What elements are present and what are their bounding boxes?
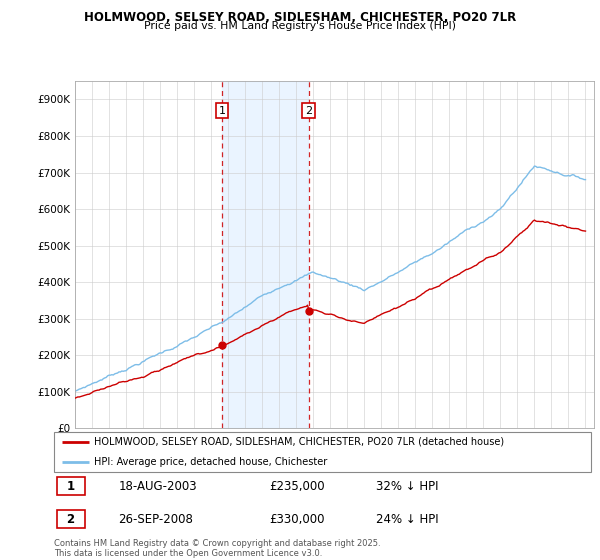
Text: 26-SEP-2008: 26-SEP-2008 [118, 512, 193, 525]
Text: 1: 1 [67, 479, 75, 493]
FancyBboxPatch shape [56, 510, 85, 528]
FancyBboxPatch shape [56, 477, 85, 495]
Text: HOLMWOOD, SELSEY ROAD, SIDLESHAM, CHICHESTER, PO20 7LR: HOLMWOOD, SELSEY ROAD, SIDLESHAM, CHICHE… [84, 11, 516, 24]
Text: 1: 1 [218, 106, 226, 116]
Text: 2: 2 [67, 512, 75, 525]
Text: £330,000: £330,000 [269, 512, 325, 525]
Text: Contains HM Land Registry data © Crown copyright and database right 2025.
This d: Contains HM Land Registry data © Crown c… [54, 539, 380, 558]
Text: 24% ↓ HPI: 24% ↓ HPI [376, 512, 439, 525]
Text: 32% ↓ HPI: 32% ↓ HPI [376, 479, 439, 493]
Text: Price paid vs. HM Land Registry's House Price Index (HPI): Price paid vs. HM Land Registry's House … [144, 21, 456, 31]
Text: HPI: Average price, detached house, Chichester: HPI: Average price, detached house, Chic… [94, 457, 328, 467]
Text: HOLMWOOD, SELSEY ROAD, SIDLESHAM, CHICHESTER, PO20 7LR (detached house): HOLMWOOD, SELSEY ROAD, SIDLESHAM, CHICHE… [94, 437, 505, 447]
Text: 2: 2 [305, 106, 313, 116]
FancyBboxPatch shape [54, 432, 591, 472]
Text: 18-AUG-2003: 18-AUG-2003 [118, 479, 197, 493]
Text: £235,000: £235,000 [269, 479, 325, 493]
